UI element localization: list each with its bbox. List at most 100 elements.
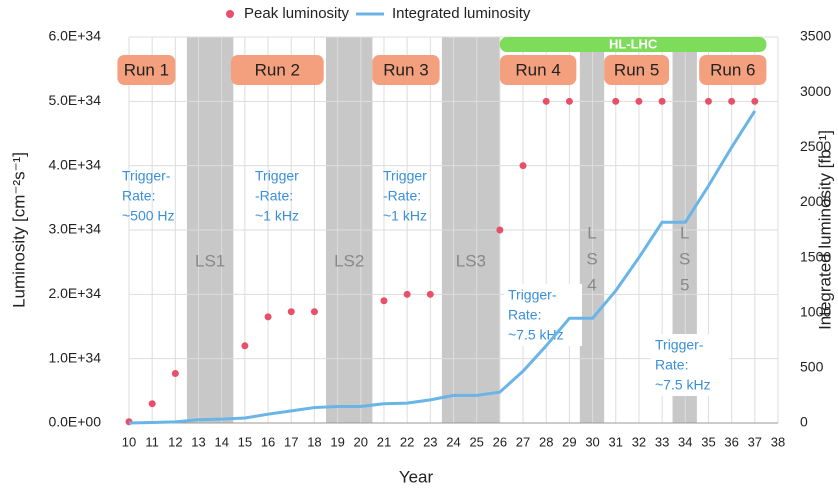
- shutdown-label: S: [586, 249, 597, 268]
- hl-lhc-bar: [499, 37, 767, 52]
- peak-point: [310, 308, 318, 316]
- x-tick-label: 18: [307, 434, 321, 449]
- run-label: Run 4: [515, 60, 560, 79]
- y-tick-label: 5.0E+34: [48, 92, 101, 108]
- run-box: [499, 55, 577, 85]
- annotation: Trigger: [255, 168, 299, 184]
- run-box: [117, 55, 176, 85]
- peak-point: [287, 308, 295, 316]
- y-tick-label: 6.0E+34: [48, 28, 101, 44]
- x-tick-label: 20: [354, 434, 368, 449]
- y2-tick-label: 1500: [800, 248, 831, 264]
- x-tick-label: 28: [539, 434, 553, 449]
- run-label: Run 5: [614, 60, 659, 79]
- x-tick-label: 15: [238, 434, 252, 449]
- hl-lhc-label: HL-LHC: [609, 36, 658, 51]
- peak-point: [241, 342, 249, 350]
- x-tick-label: 31: [609, 434, 623, 449]
- peak-point: [171, 369, 179, 377]
- run-box: [699, 55, 767, 85]
- peak-point: [728, 97, 736, 105]
- x-tick-label: 35: [701, 434, 715, 449]
- y2-tick-label: 500: [800, 359, 824, 375]
- annotation: Rate:: [508, 307, 541, 323]
- peak-point: [635, 97, 643, 105]
- annotation: Rate:: [655, 357, 688, 373]
- peak-point: [403, 290, 411, 298]
- x-tick-label: 13: [191, 434, 205, 449]
- run-box: [372, 55, 440, 85]
- run-label: Run 2: [255, 60, 300, 79]
- peak-point: [704, 97, 712, 105]
- annotation: ~1 kHz: [383, 208, 427, 224]
- x-tick-label: 29: [562, 434, 576, 449]
- x-tick-label: 21: [377, 434, 391, 449]
- shutdown-label: LS2: [334, 251, 364, 270]
- peak-point: [496, 226, 504, 234]
- annotation: -Rate:: [383, 188, 421, 204]
- shutdown-label: L: [587, 223, 596, 242]
- x-tick-label: 26: [493, 434, 507, 449]
- y-axis-label: Luminosity [cm⁻²s⁻¹]: [9, 152, 28, 308]
- x-tick-label: 37: [748, 434, 762, 449]
- annotation: Trigger-: [508, 287, 557, 303]
- legend-label: Peak luminosity: [244, 5, 350, 22]
- x-tick-label: 19: [330, 434, 344, 449]
- legend-marker: [226, 10, 234, 18]
- peak-point: [148, 400, 156, 408]
- x-tick-label: 30: [585, 434, 599, 449]
- annotation: Trigger-: [122, 168, 171, 184]
- x-tick-label: 27: [516, 434, 530, 449]
- x-axis-label: Year: [399, 467, 434, 486]
- annotation: Rate:: [122, 188, 155, 204]
- x-tick-label: 34: [678, 434, 692, 449]
- y-tick-label: 2.0E+34: [48, 285, 101, 301]
- run-label: Run 1: [124, 60, 169, 79]
- x-tick-label: 17: [284, 434, 298, 449]
- y2-tick-label: 3000: [800, 83, 831, 99]
- peak-point: [426, 290, 434, 298]
- peak-point: [612, 97, 620, 105]
- y-tick-label: 4.0E+34: [48, 156, 101, 172]
- x-tick-label: 22: [400, 434, 414, 449]
- x-tick-label: 24: [446, 434, 460, 449]
- annotation: ~7.5 kHz: [655, 377, 711, 393]
- x-tick-label: 14: [214, 434, 228, 449]
- annotation: ~7.5 kHz: [508, 327, 564, 343]
- run-box: [604, 55, 670, 85]
- peak-point: [380, 297, 388, 305]
- peak-point: [751, 97, 759, 105]
- x-tick-label: 11: [145, 434, 159, 449]
- x-tick-label: 23: [423, 434, 437, 449]
- shutdown-label: S: [679, 249, 690, 268]
- annotation: ~1 kHz: [255, 208, 299, 224]
- annotation-bg: [504, 284, 582, 346]
- peak-point: [565, 97, 573, 105]
- peak-point: [264, 313, 272, 321]
- y-tick-label: 3.0E+34: [48, 221, 101, 237]
- run-label: Run 6: [710, 60, 755, 79]
- x-tick-label: 10: [122, 434, 136, 449]
- run-box: [230, 55, 324, 85]
- x-tick-label: 33: [655, 434, 669, 449]
- run-label: Run 3: [383, 60, 428, 79]
- y2-tick-label: 2500: [800, 138, 831, 154]
- shutdown-label: L: [680, 223, 689, 242]
- y2-tick-label: 0: [800, 414, 808, 430]
- annotation: ~500 Hz: [122, 208, 175, 224]
- y2-axis-label: Integrated luminosity [fb⁻¹]: [815, 130, 834, 330]
- annotation-bg: [651, 334, 729, 396]
- y-tick-label: 1.0E+34: [48, 349, 101, 365]
- peak-point: [542, 97, 550, 105]
- annotation: Trigger-: [655, 337, 704, 353]
- y2-tick-label: 2000: [800, 193, 831, 209]
- x-tick-label: 12: [168, 434, 182, 449]
- integrated-line: [128, 110, 757, 425]
- x-tick-label: 36: [724, 434, 738, 449]
- shutdown-label: LS1: [195, 251, 225, 270]
- x-tick-label: 25: [469, 434, 483, 449]
- y2-tick-label: 3500: [800, 28, 831, 44]
- annotation: -Rate:: [255, 188, 293, 204]
- peak-point: [658, 97, 666, 105]
